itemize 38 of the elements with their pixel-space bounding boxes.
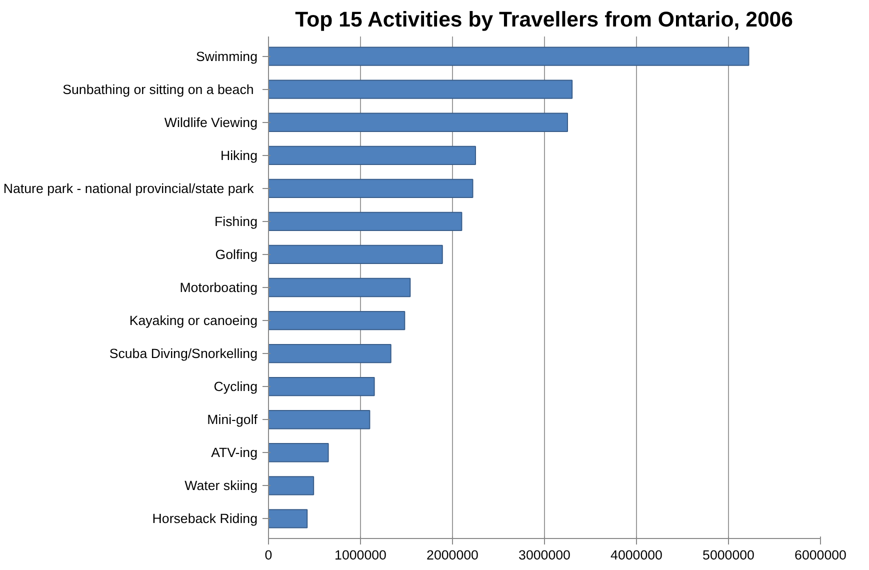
bar (268, 476, 314, 496)
bar (268, 278, 411, 298)
y-tick-label: Wildlife Viewing (164, 114, 258, 130)
x-tick-label: 6000000 (794, 548, 846, 562)
x-tick-label: 4000000 (610, 548, 662, 562)
bar (268, 244, 443, 264)
x-tick-label: 1000000 (334, 548, 386, 562)
bar (268, 80, 573, 99)
bar (268, 443, 329, 462)
bar (268, 112, 568, 132)
bar (268, 46, 750, 66)
x-tick-label: 0 (264, 548, 272, 562)
y-tick-label: ATV-ing (211, 445, 258, 460)
y-tick-label: Motorboating (180, 280, 258, 295)
bar (268, 509, 308, 528)
bar (268, 146, 476, 165)
y-tick-label: Mini-golf (207, 412, 258, 428)
bar (268, 310, 406, 330)
x-tick-label: 2000000 (426, 548, 478, 562)
y-tick-label: Nature park - national provincial/state park (3, 180, 254, 196)
y-tick-label: Kayaking or canoeing (129, 313, 258, 328)
y-tick-label: Water skiing (184, 478, 258, 494)
bar (268, 212, 462, 232)
y-tick-label: Scuba Diving/Snorkelling (109, 346, 258, 362)
chart-title: Top 15 Activities by Travellers from Ontario, 2006 (295, 8, 794, 32)
x-tick-label: 3000000 (518, 548, 570, 562)
bar (268, 178, 474, 198)
bar (268, 344, 392, 364)
x-tick-label: 5000000 (702, 548, 754, 562)
y-tick-label: Cycling (214, 379, 258, 394)
y-tick-label: Horseback Riding (152, 511, 258, 526)
y-tick-label: Swimming (196, 48, 258, 64)
y-tick-label: Sunbathing or sitting on a beach (62, 82, 254, 97)
y-tick-label: Golfing (215, 246, 258, 262)
bar (268, 410, 370, 430)
bar (268, 376, 375, 396)
y-tick-label: Fishing (214, 214, 258, 229)
y-tick-label: Hiking (220, 148, 258, 163)
